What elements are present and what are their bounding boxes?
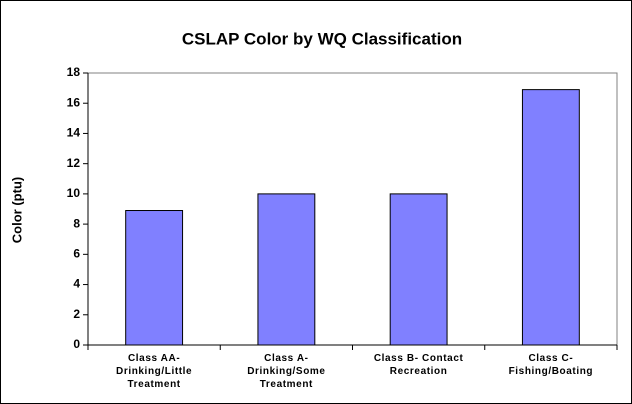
y-axis-label: Color (ptu): [9, 177, 24, 243]
y-tick-label: 6: [73, 247, 80, 261]
bar: [257, 193, 316, 346]
y-tick-label: 8: [73, 216, 80, 230]
y-tick-label: 16: [67, 95, 81, 109]
x-tick-label: Class A-Drinking/Some Treatment: [247, 353, 325, 390]
y-tick-label: 12: [67, 156, 81, 170]
y-tick-label: 14: [67, 126, 81, 140]
y-tick-label: 4: [73, 277, 80, 291]
x-tick-label: Class B- Contact Recreation: [374, 353, 464, 377]
y-tick-label: 2: [73, 307, 80, 321]
x-tick-label: Class C-Fishing/Boating: [509, 353, 594, 377]
y-tick-label: 10: [67, 186, 81, 200]
y-tick-label: 18: [67, 65, 81, 79]
y-tick-label: 0: [73, 337, 80, 351]
bar: [389, 193, 448, 346]
chart-title: CSLAP Color by WQ Classification: [182, 29, 462, 48]
bar: [125, 210, 184, 346]
bar: [521, 89, 580, 346]
x-tick-label: Class AA-Drinking/Little Treatment: [116, 353, 192, 390]
